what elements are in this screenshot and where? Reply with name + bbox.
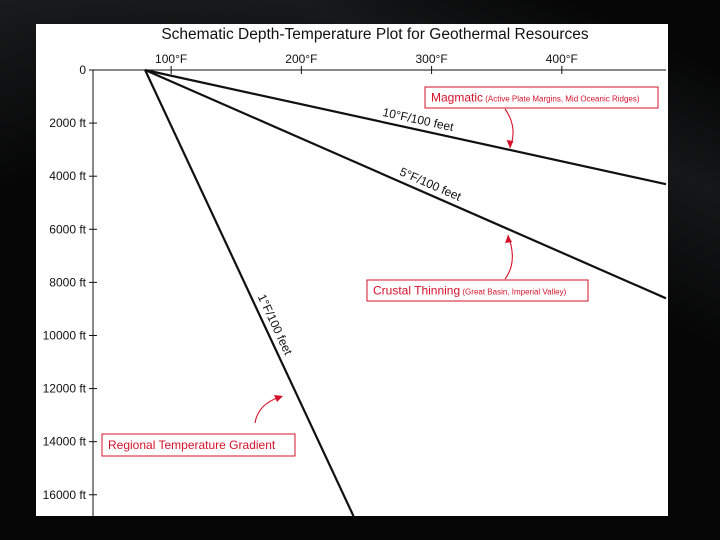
y-tick-label: 2000 ft <box>49 116 86 130</box>
annotation-label: Magmatic (Active Plate Margins, Mid Ocea… <box>431 91 640 105</box>
annotation-arrowhead <box>274 395 283 402</box>
x-tick-label: 400°F <box>546 52 578 66</box>
series-line <box>144 69 355 517</box>
y-tick-label: 8000 ft <box>49 275 86 289</box>
annotation-sublabel: (Active Plate Margins, Mid Oceanic Ridge… <box>483 95 640 104</box>
annotation-label: Regional Temperature Gradient <box>108 438 276 452</box>
annotation-sublabel: (Great Basin, Imperial Valley) <box>460 288 566 297</box>
annotation-arrowhead <box>506 140 514 148</box>
annotation-box <box>366 279 589 302</box>
annotation-arrowhead <box>505 235 512 243</box>
y-tick-label: 16000 ft <box>43 488 87 502</box>
series-line <box>144 68 667 186</box>
x-tick-label: 100°F <box>155 52 187 66</box>
y-tick-label: 14000 ft <box>43 435 87 449</box>
x-tick-label: 300°F <box>416 52 448 66</box>
chart-title: Schematic Depth-Temperature Plot for Geo… <box>161 26 589 43</box>
y-tick-label: 0 <box>79 63 86 77</box>
x-tick-label: 200°F <box>285 52 317 66</box>
y-tick-label: 6000 ft <box>49 222 86 236</box>
series-line <box>144 68 667 300</box>
annotation-label: Crustal Thinning (Great Basin, Imperial … <box>373 284 567 298</box>
y-tick-label: 12000 ft <box>43 382 87 396</box>
y-tick-label: 4000 ft <box>49 169 86 183</box>
y-tick-label: 10000 ft <box>43 328 87 342</box>
annotation-box <box>424 86 659 109</box>
annotation-box <box>101 433 296 457</box>
annotation-arrow <box>254 396 281 424</box>
